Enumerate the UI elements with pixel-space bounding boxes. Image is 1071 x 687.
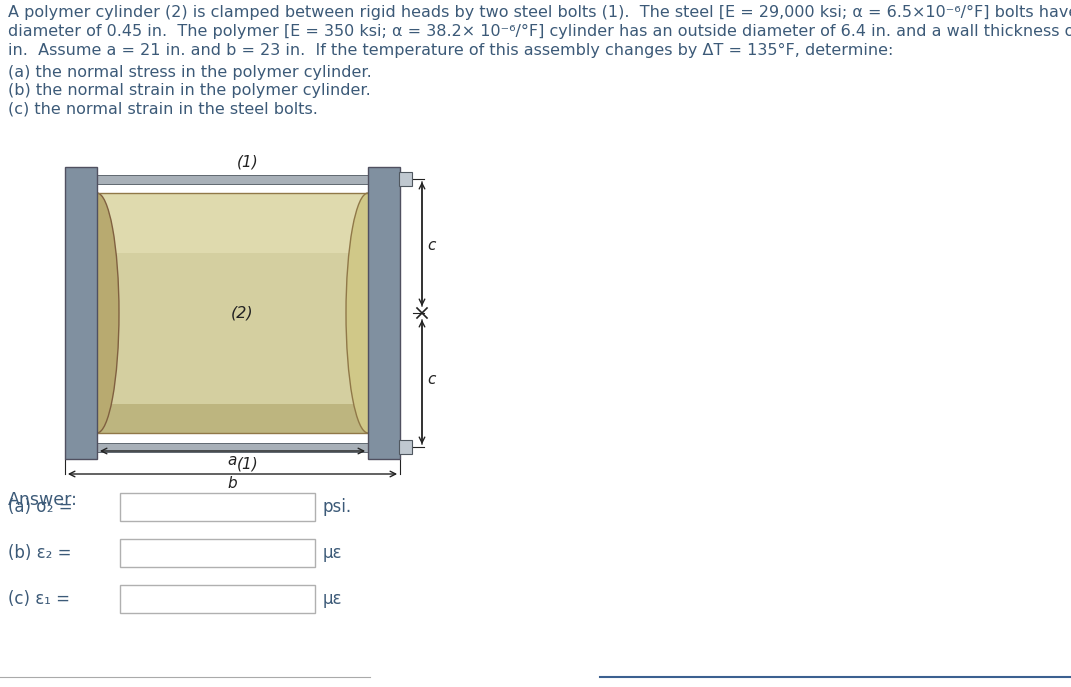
Text: A polymer cylinder (2) is clamped between rigid heads by two steel bolts (1).  T: A polymer cylinder (2) is clamped betwee… — [7, 5, 1071, 20]
Text: b: b — [228, 476, 238, 491]
Bar — [399, 172, 412, 186]
FancyBboxPatch shape — [120, 493, 315, 521]
Bar — [97, 193, 368, 433]
Ellipse shape — [75, 193, 119, 433]
FancyBboxPatch shape — [120, 539, 315, 567]
Text: (1): (1) — [237, 155, 258, 170]
Bar — [97, 193, 368, 253]
Text: με: με — [323, 590, 343, 608]
Bar — [65, 174, 399, 183]
Text: (b) ε₂ =: (b) ε₂ = — [7, 544, 72, 562]
Text: in.  Assume a = 21 in. and b = 23 in.  If the temperature of this assembly chang: in. Assume a = 21 in. and b = 23 in. If … — [7, 43, 893, 58]
Text: (1): (1) — [237, 456, 258, 471]
Text: (c) ε₁ =: (c) ε₁ = — [7, 590, 70, 608]
Text: (a) the normal stress in the polymer cylinder.: (a) the normal stress in the polymer cyl… — [7, 65, 372, 80]
Bar — [368, 167, 399, 459]
Text: psi.: psi. — [323, 498, 352, 516]
Text: (a) σ₂ =: (a) σ₂ = — [7, 498, 73, 516]
Text: c: c — [427, 372, 436, 387]
Bar — [65, 442, 399, 451]
Ellipse shape — [346, 193, 390, 433]
Bar — [399, 440, 412, 454]
FancyBboxPatch shape — [120, 585, 315, 613]
Text: με: με — [323, 544, 343, 562]
Bar — [65, 167, 97, 459]
Text: Answer:: Answer: — [7, 491, 78, 509]
Text: (b) the normal strain in the polymer cylinder.: (b) the normal strain in the polymer cyl… — [7, 83, 371, 98]
Bar — [97, 404, 368, 433]
Text: (2): (2) — [231, 306, 254, 321]
Text: a: a — [228, 453, 237, 468]
Text: diameter of 0.45 in.  The polymer [E = 350 ksi; α = 38.2× 10⁻⁶/°F] cylinder has : diameter of 0.45 in. The polymer [E = 35… — [7, 24, 1071, 39]
Text: c: c — [427, 238, 436, 254]
Text: (c) the normal strain in the steel bolts.: (c) the normal strain in the steel bolts… — [7, 101, 318, 116]
